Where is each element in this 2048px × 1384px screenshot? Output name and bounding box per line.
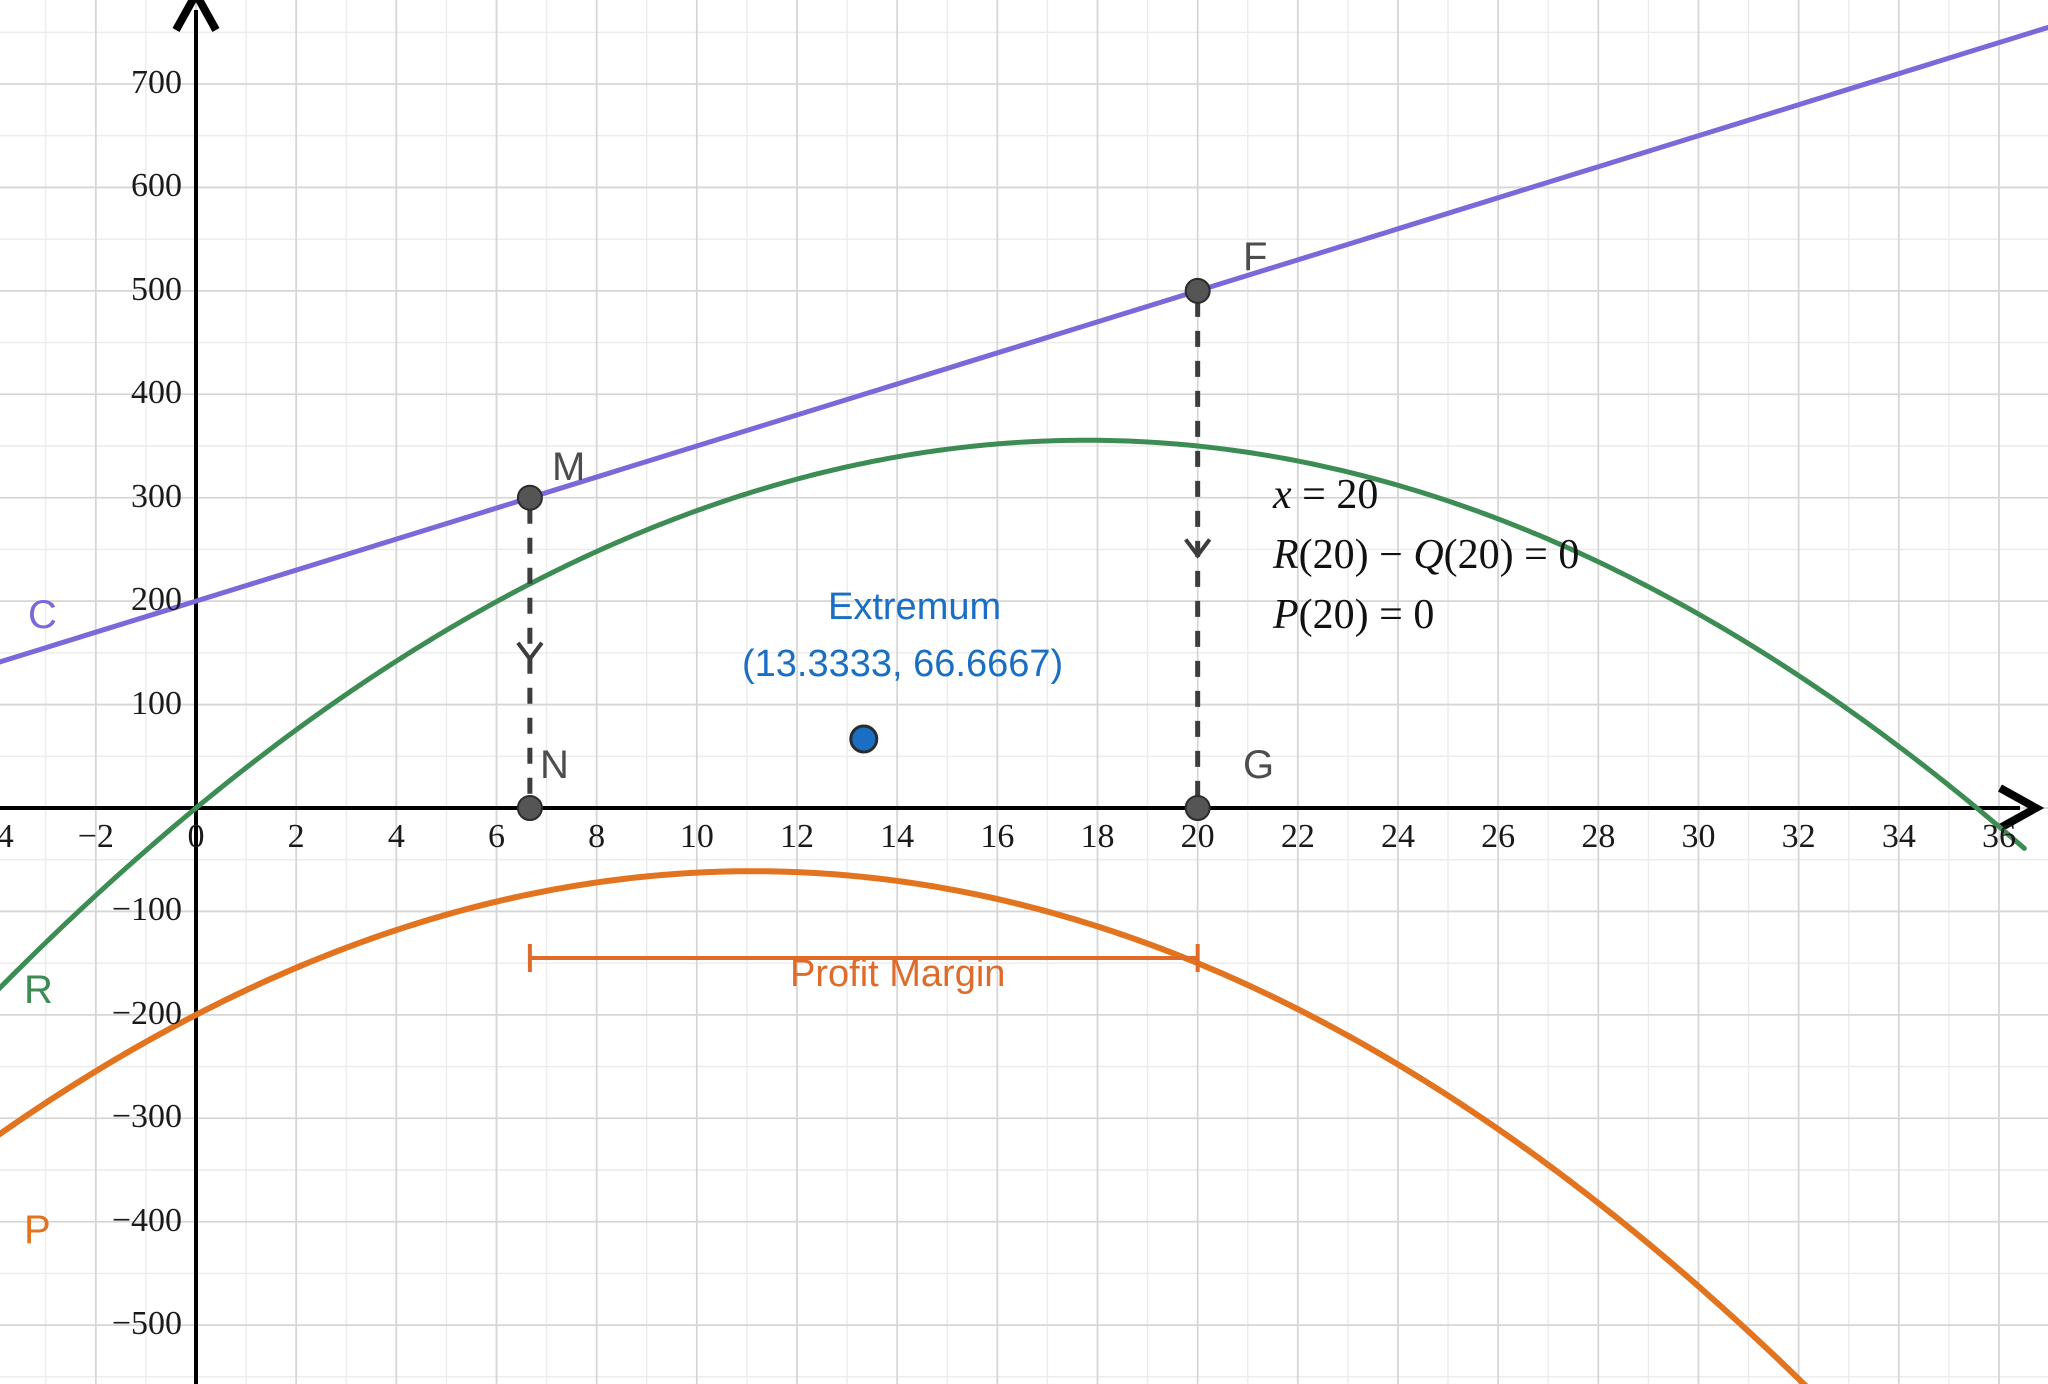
curves	[0, 24, 2048, 1384]
marked-points[interactable]	[516, 277, 1211, 821]
point-extremum[interactable]	[849, 724, 879, 754]
curve-revenue-r	[0, 437, 2027, 992]
point-N[interactable]	[516, 795, 543, 821]
point-F[interactable]	[1184, 277, 1211, 304]
point-M[interactable]	[516, 484, 543, 511]
profit-margin-bracket	[527, 943, 1200, 972]
axes	[0, 10, 2020, 1384]
curve-cost-c	[0, 24, 2048, 665]
curve-profit-p	[0, 868, 1809, 1384]
point-G[interactable]	[1184, 795, 1211, 821]
dashed-connectors	[516, 300, 1212, 804]
